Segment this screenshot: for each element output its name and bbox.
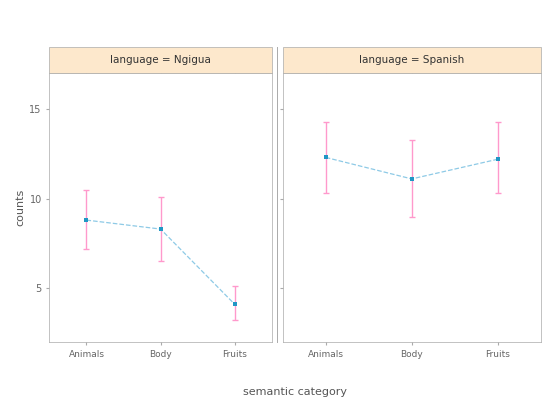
Text: language = Spanish: language = Spanish bbox=[359, 55, 464, 65]
Y-axis label: counts: counts bbox=[15, 189, 25, 226]
Text: language = Ngigua: language = Ngigua bbox=[110, 55, 211, 65]
Text: semantic category: semantic category bbox=[243, 387, 347, 397]
